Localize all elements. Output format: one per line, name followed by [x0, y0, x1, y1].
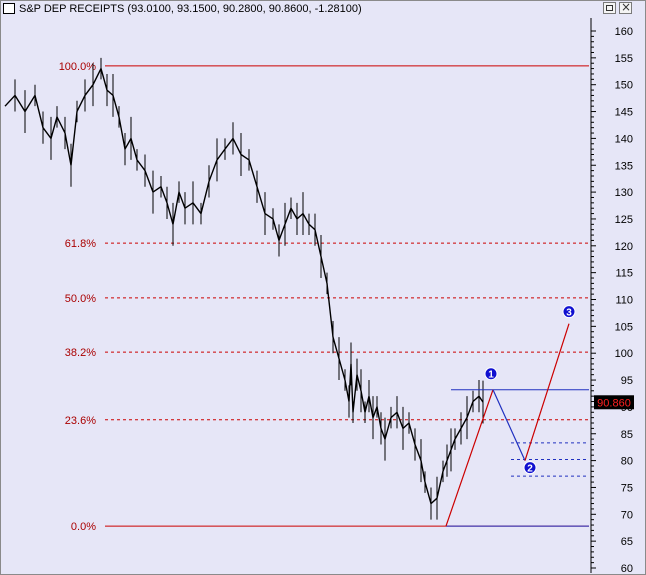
tick-label: 95: [621, 375, 633, 387]
wave-marker-label-3: 3: [566, 308, 572, 319]
close-button[interactable]: ×: [619, 0, 632, 14]
fib-label-0-0: 0.0%: [71, 521, 96, 533]
wave-marker-label-1: 1: [488, 370, 494, 381]
fib-label-23-6: 23.6%: [65, 415, 96, 427]
fib-label-100-0: 100.0%: [59, 61, 97, 73]
price-series: [4, 57, 484, 520]
wave-1-segment: [445, 389, 494, 527]
tick-label: 75: [621, 482, 633, 494]
fib-label-38-2: 38.2%: [65, 347, 96, 359]
wave-marker-2: [523, 461, 537, 475]
last-price-box: [594, 395, 634, 410]
price-axis: 160 155 150 145 140 135 130 125 120 115 110 105 100 9…: [590, 18, 634, 574]
tick-label: 145: [615, 107, 633, 119]
tick-label: 115: [615, 268, 633, 280]
tick-label: 150: [615, 80, 633, 92]
wave-3-segment: [524, 323, 570, 461]
window-title: S&P DEP RECEIPTS (93.0100, 93.1500, 90.2…: [19, 3, 362, 15]
tick-label: 60: [621, 563, 633, 574]
tick-label: 105: [615, 321, 633, 333]
wave-projection: 1 2 3: [445, 305, 589, 527]
last-price-label: 90.860: [597, 397, 631, 409]
tick-label: 110: [615, 295, 633, 307]
wave-marker-label-2: 2: [527, 464, 533, 475]
restore-button[interactable]: [603, 2, 616, 14]
tick-label: 65: [621, 536, 633, 548]
fibonacci-levels: 100.0% 61.8% 50.0% 38.2% 23.6% 0.0%: [59, 61, 589, 533]
tick-label: 100: [615, 348, 633, 360]
tick-label: 125: [615, 214, 633, 226]
title-bar: S&P DEP RECEIPTS (93.0100, 93.1500, 90.2…: [1, 0, 645, 17]
fib-label-50-0: 50.0%: [65, 293, 96, 305]
tick-label: 135: [615, 160, 633, 172]
tick-label: 120: [615, 241, 633, 253]
tick-label: 85: [621, 429, 633, 441]
window-menu-icon[interactable]: [3, 3, 15, 14]
wave-marker-1: [484, 367, 498, 381]
restore-icon: [606, 5, 613, 11]
fib-label-61-8: 61.8%: [65, 238, 96, 250]
tick-label: 155: [615, 53, 633, 65]
tick-label: 160: [615, 26, 633, 38]
tick-label: 80: [621, 456, 633, 468]
wave-2-segment: [492, 389, 526, 461]
tick-label: 140: [615, 133, 633, 145]
close-icon: ×: [621, 0, 632, 14]
wave-marker-3: [562, 305, 576, 319]
price-line: [4, 66, 484, 505]
tick-label: 70: [621, 509, 633, 521]
tick-label: 130: [615, 187, 633, 199]
